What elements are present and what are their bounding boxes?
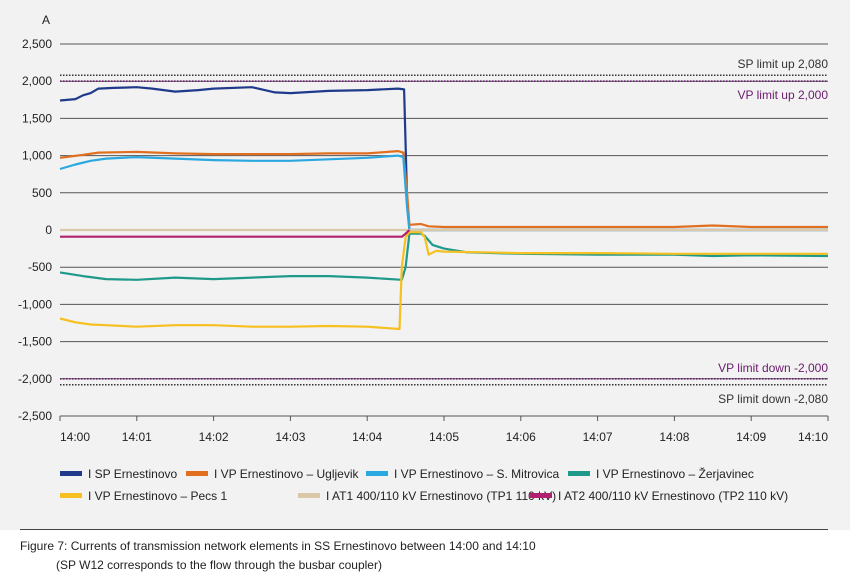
y-tick-label: 1,500	[22, 111, 52, 125]
y-tick-label: -2,500	[18, 409, 52, 423]
y-tick-labels: 2,500 2,000 1,500 1,000 500 0 -500 -1,000 -1,500…	[18, 37, 52, 423]
y-tick-label: 0	[45, 223, 52, 237]
limit-label: VP limit up 2,000	[738, 88, 829, 102]
legend-label: I AT2 400/110 kV Ernestinovo (TP2 110 kV…	[558, 489, 788, 503]
caption-divider	[20, 529, 828, 530]
x-tick-label: 14:00	[60, 430, 90, 444]
legend-swatch	[186, 471, 208, 476]
caption-line-2: (SP W12 corresponds to the flow through …	[56, 558, 382, 572]
caption-line-1: Figure 7: Currents of transmission netwo…	[20, 539, 536, 553]
x-tick-label: 14:09	[736, 430, 766, 444]
y-tick-label: 500	[32, 186, 52, 200]
limit-label: SP limit up 2,080	[738, 57, 829, 71]
legend-label: I SP Ernestinovo	[88, 467, 177, 481]
y-tick-label: -1,500	[18, 335, 52, 349]
limit-lines: SP limit up 2,080 VP limit up 2,000 VP lim…	[60, 57, 828, 406]
y-tick-label: -500	[28, 260, 52, 274]
x-tick-label: 14:06	[506, 430, 536, 444]
legend-swatch	[60, 471, 82, 476]
legend: I SP Ernestinovo I VP Ernestinovo – Uglje…	[60, 466, 788, 503]
x-tick-label: 14:05	[429, 430, 459, 444]
legend-label: I VP Ernestinovo – Žerjavinec	[596, 466, 754, 481]
x-tick-label: 14:08	[659, 430, 689, 444]
y-tick-label: -2,000	[18, 372, 52, 386]
x-tick-label: 14:07	[583, 430, 613, 444]
legend-swatch	[568, 471, 590, 476]
line-chart: A 2,500 2,000 1,500 1,000 500 0 -500 -1,000 -1,5…	[0, 0, 850, 530]
series-line	[60, 229, 411, 238]
limit-label: VP limit down -2,000	[718, 361, 828, 375]
x-tick-label: 14:03	[275, 430, 305, 444]
legend-swatch	[366, 471, 388, 476]
x-tick-label: 14:01	[122, 430, 152, 444]
y-axis-label: A	[42, 13, 50, 27]
y-tick-label: -1,000	[18, 297, 52, 311]
legend-label: I VP Ernestinovo – Pecs 1	[88, 489, 228, 503]
chart-background	[0, 0, 850, 530]
legend-label: I VP Ernestinovo – Ugljevik	[214, 467, 360, 481]
legend-swatch	[530, 493, 552, 498]
x-tick-label: 14:04	[352, 430, 382, 444]
figure-caption: Figure 7: Currents of transmission netwo…	[20, 537, 840, 575]
y-tick-label: 2,500	[22, 37, 52, 51]
limit-label: SP limit down -2,080	[718, 392, 828, 406]
legend-label: I AT1 400/110 kV Ernestinovo (TP1 110 kV…	[326, 489, 556, 503]
y-tick-label: 2,000	[22, 74, 52, 88]
legend-swatch	[298, 493, 320, 498]
series-lines	[59, 86, 829, 331]
x-tick-labels: 14:00 14:01 14:02 14:03 14:04 14:05 14:06 14:07…	[59, 416, 829, 444]
legend-swatch	[60, 493, 82, 498]
x-tick-label: 14:02	[199, 430, 229, 444]
series-line	[59, 231, 828, 331]
series-line	[59, 232, 829, 281]
x-tick-label: 14:10	[798, 430, 828, 444]
y-tick-label: 1,000	[22, 149, 52, 163]
series-line	[59, 150, 828, 229]
legend-label: I VP Ernestinovo – S. Mitrovica	[394, 467, 560, 481]
